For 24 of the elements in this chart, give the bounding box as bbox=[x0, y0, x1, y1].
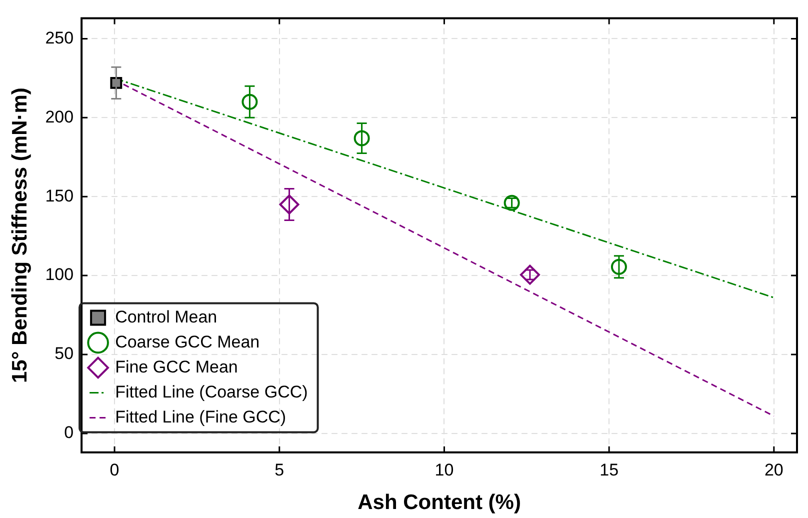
point bbox=[242, 94, 258, 110]
x-tick-label: 15 bbox=[600, 460, 619, 480]
legend-label: Fine GCC Mean bbox=[115, 357, 238, 376]
point bbox=[610, 258, 627, 275]
x-tick-label: 0 bbox=[110, 460, 120, 480]
point bbox=[520, 264, 540, 285]
legend-label: Fitted Line (Coarse GCC) bbox=[115, 382, 308, 402]
x-tick-label: 5 bbox=[274, 460, 284, 480]
point bbox=[110, 76, 122, 89]
y-tick-label: 150 bbox=[45, 186, 74, 206]
legend-label: Coarse GCC Mean bbox=[115, 332, 260, 352]
x-tick-label: 10 bbox=[434, 460, 454, 480]
y-tick-label: 250 bbox=[45, 28, 74, 48]
x-axis-title: Ash Content (%) bbox=[358, 491, 521, 514]
legend-label: Fitted Line (Fine GCC) bbox=[115, 407, 286, 426]
point bbox=[354, 130, 370, 146]
legend-label: Control Mean bbox=[115, 307, 218, 326]
y-axis-title: 15° Bending Stiffness (mN·m) bbox=[8, 88, 32, 384]
y-tick-label: 0 bbox=[64, 423, 74, 442]
y-tick-label: 50 bbox=[54, 344, 74, 364]
y-tick-label: 200 bbox=[45, 107, 74, 126]
y-tick-label: 100 bbox=[45, 265, 74, 284]
x-tick-label: 20 bbox=[764, 460, 784, 480]
point bbox=[279, 194, 300, 215]
